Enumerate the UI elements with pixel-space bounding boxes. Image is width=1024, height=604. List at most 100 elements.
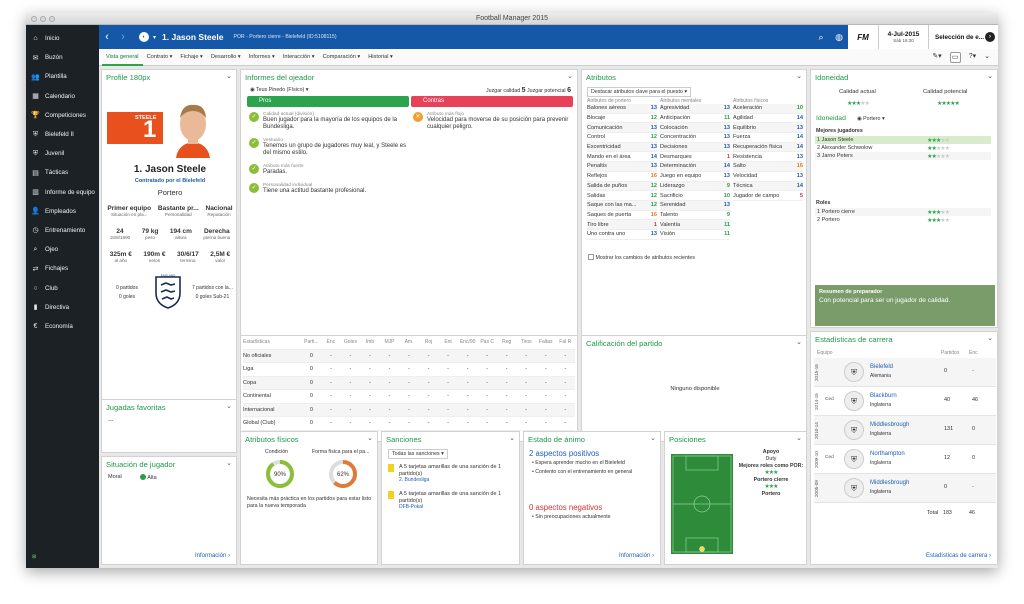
sidebar-item-bielefeld-ii[interactable]: ⛨ Bielefeld II: [26, 125, 99, 144]
checkbox-box[interactable]: [588, 254, 594, 260]
attribute-row[interactable]: Jugador de campo 5: [733, 191, 803, 201]
attribute-row[interactable]: Colocación 13: [660, 123, 730, 134]
ranked-row[interactable]: 3 Jarno Peters ★★★★★: [815, 152, 991, 160]
stats-column-header[interactable]: Goles: [343, 339, 357, 346]
attribute-row[interactable]: Blocaje 12: [587, 114, 657, 124]
info-link[interactable]: Información ›: [194, 553, 230, 559]
stats-column-header[interactable]: Tiros: [520, 339, 532, 346]
attribute-row[interactable]: Saque con las ma... 12: [587, 200, 657, 211]
sidebar-item-ojeo[interactable]: ⌕ Ojeo: [26, 240, 99, 259]
tab-informes[interactable]: Informes ▾: [245, 49, 279, 66]
attribute-row[interactable]: Salida de puños 12: [587, 181, 657, 192]
attribute-row[interactable]: Excentricidad 13: [587, 142, 657, 153]
date-display[interactable]: 4-Jul-2015 Sáb 16:30: [878, 25, 928, 49]
stats-column-header[interactable]: Imb: [365, 339, 375, 346]
panel-chevron-icon[interactable]: ⌄: [226, 403, 232, 410]
attribute-row[interactable]: Visión 11: [660, 230, 730, 240]
attribute-row[interactable]: Control 12: [587, 133, 657, 143]
panel-chevron-icon[interactable]: ⌄: [226, 73, 232, 80]
panel-chevron-icon[interactable]: ⌄: [796, 435, 802, 442]
sidebar-item-empleados[interactable]: 👤 Empleados: [26, 202, 99, 221]
attribute-row[interactable]: Determinación 14: [660, 162, 730, 172]
stats-column-header[interactable]: Reg: [502, 339, 512, 346]
minimize-button[interactable]: [40, 16, 46, 22]
attribute-row[interactable]: Saques de puerta 16: [587, 211, 657, 221]
career-team[interactable]: Middlesbrough: [870, 422, 910, 428]
options-chevron-icon[interactable]: ⌄: [984, 53, 990, 60]
sidebar-item-plantilla[interactable]: 👥 Plantilla: [26, 67, 99, 86]
edit-icon[interactable]: ✎▾: [932, 53, 942, 60]
stats-column-header[interactable]: Am.: [404, 339, 414, 346]
attribute-row[interactable]: Comunicación 13: [587, 123, 657, 134]
tab-vista-general[interactable]: Vista general: [102, 49, 143, 66]
attribute-row[interactable]: Balones aéreos 13: [587, 104, 657, 114]
career-team[interactable]: Northampton: [870, 451, 905, 457]
attribute-row[interactable]: Agilidad 14: [733, 114, 803, 124]
career-row[interactable]: 2015-16 ⛨ Bielefeld Alemania 0 -: [814, 358, 996, 387]
stats-column-header[interactable]: Faltas: [538, 339, 553, 346]
attribute-row[interactable]: Recuperación física 14: [733, 142, 803, 153]
ranked-row[interactable]: 2 Portero ★★★★★: [815, 216, 991, 224]
stats-column-header[interactable]: Fal R: [559, 339, 572, 346]
forward-arrow-icon[interactable]: ›: [121, 31, 125, 43]
panel-chevron-icon[interactable]: ⌄: [509, 435, 515, 442]
sidebar-item-directiva[interactable]: ▮ Directiva: [26, 298, 99, 317]
attribute-row[interactable]: Agresividad 13: [660, 104, 730, 114]
ranked-row[interactable]: 2 Alexander Schwolow ★★★★★: [815, 144, 991, 152]
sidebar-item-calendario[interactable]: ▦ Calendario: [26, 87, 99, 106]
stats-column-header[interactable]: MJP: [384, 339, 395, 346]
sidebar-item-inicio[interactable]: ⌂ Inicio: [26, 29, 99, 48]
scout-selector[interactable]: ◉ Teus Pinedo (Físico) ▾: [250, 87, 309, 93]
position-dropdown[interactable]: ◉ Portero ▾: [857, 116, 885, 122]
stats-column-header[interactable]: Enc: [326, 339, 336, 346]
contract-text[interactable]: Contratado por el Bielefeld: [134, 178, 206, 184]
tab-desarrollo[interactable]: Desarrollo ▾: [207, 49, 245, 66]
attribute-row[interactable]: Penaltis 13: [587, 162, 657, 172]
career-row[interactable]: 2005-09 ⛨ Middlesbrough Inglaterra 0 -: [814, 474, 996, 503]
sanction-competition[interactable]: DFB-Pokal: [399, 504, 424, 510]
panel-chevron-icon[interactable]: ⌄: [987, 335, 993, 342]
panel-chevron-icon[interactable]: ⌄: [650, 435, 656, 442]
attribute-row[interactable]: Salidas 12: [587, 191, 657, 201]
stats-column-header[interactable]: Roj: [424, 339, 433, 346]
career-stats-link[interactable]: Estadísticas de carrera ›: [925, 553, 991, 559]
sanctions-dropdown[interactable]: Todas las sanciones ▾: [388, 449, 448, 459]
zoom-button[interactable]: [49, 16, 55, 22]
globe-icon[interactable]: ◍: [835, 31, 843, 42]
stats-column-header[interactable]: Ent: [444, 339, 452, 346]
panel-chevron-icon[interactable]: ⌄: [796, 339, 802, 346]
view-toggle-icon[interactable]: ▭: [949, 52, 961, 63]
career-row[interactable]: 2010-14 ⛨ Middlesbrough Inglaterra 131 0: [814, 416, 996, 445]
attribute-row[interactable]: Equilibrio 13: [733, 123, 803, 134]
attribute-row[interactable]: Mando en el área 14: [587, 152, 657, 163]
attribute-row[interactable]: Salto 16: [733, 162, 803, 172]
attribute-row[interactable]: Juego en equipo 13: [660, 172, 730, 182]
sidebar-item-fichajes[interactable]: ⇄ Fichajes: [26, 259, 99, 278]
tab-comparaci-n[interactable]: Comparación ▾: [319, 49, 365, 66]
attribute-row[interactable]: Reflejos 16: [587, 172, 657, 182]
tab-contrato[interactable]: Contrato ▾: [143, 49, 177, 66]
sidebar-item-entrenamiento[interactable]: ◷ Entrenamiento: [26, 221, 99, 240]
sidebar-item-juvenil[interactable]: ⛨ Juvenil: [26, 144, 99, 163]
sidebar-item-t-cticas[interactable]: ▤ Tácticas: [26, 163, 99, 182]
attribute-row[interactable]: Velocidad 13: [733, 172, 803, 182]
attribute-row[interactable]: Resistencia 13: [733, 152, 803, 163]
tab-historial[interactable]: Historial ▾: [364, 49, 397, 66]
career-team[interactable]: Blackburn: [870, 393, 897, 399]
sidebar-item-club[interactable]: ○ Club: [26, 278, 99, 297]
dropdown-arrow-icon[interactable]: ▾: [153, 34, 157, 41]
panel-chevron-icon[interactable]: ⌄: [567, 73, 573, 80]
mood-info-link[interactable]: Información ›: [618, 553, 654, 559]
attribute-row[interactable]: Fuerza 14: [733, 133, 803, 143]
career-row[interactable]: 2014-15 Ced ⛨ Blackburn Inglaterra 40 46: [814, 387, 996, 416]
stats-column-header[interactable]: Enc/90: [459, 339, 476, 346]
stats-column-header[interactable]: Pas C: [480, 339, 494, 346]
attribute-row[interactable]: Talento 9: [660, 211, 730, 221]
ranked-row[interactable]: 1 Jason Steele ★★★★★: [815, 136, 991, 144]
attribute-row[interactable]: Sacrificio 10: [660, 191, 730, 201]
search-icon[interactable]: ⌕: [818, 31, 824, 42]
back-arrow-icon[interactable]: ‹: [105, 31, 109, 43]
attribute-row[interactable]: Uno contra uno 13: [587, 230, 657, 240]
sidebar-item-buz-n[interactable]: ✉ Buzón: [26, 48, 99, 67]
sidebar-footer-icon[interactable]: ⊞: [32, 554, 37, 560]
